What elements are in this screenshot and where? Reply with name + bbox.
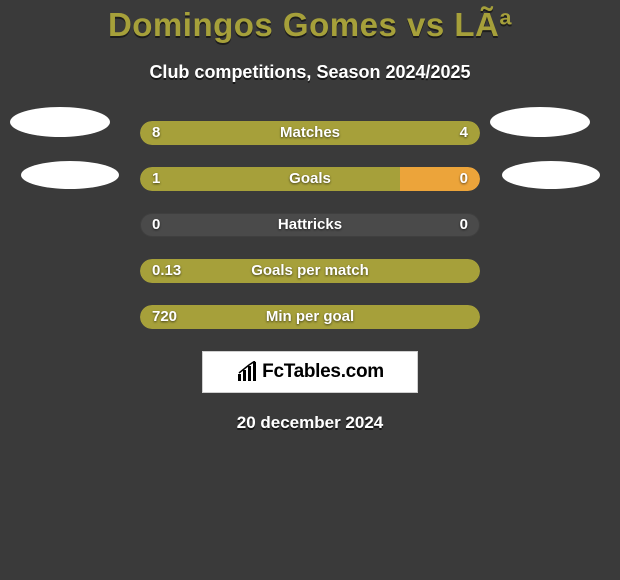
source-logo-text: FcTables.com bbox=[262, 361, 384, 383]
subtitle: Club competitions, Season 2024/2025 bbox=[0, 62, 620, 83]
source-logo[interactable]: FcTables.com bbox=[202, 351, 418, 393]
value-right: 4 bbox=[460, 121, 468, 145]
stat-row: 0.13Goals per match bbox=[140, 259, 480, 283]
player-left-badge bbox=[21, 161, 119, 189]
stat-label: Goals per match bbox=[140, 259, 480, 283]
stat-label: Min per goal bbox=[140, 305, 480, 329]
value-right: 0 bbox=[460, 213, 468, 237]
player-left-badge bbox=[10, 107, 110, 137]
value-right: 0 bbox=[460, 167, 468, 191]
player-right-badge bbox=[490, 107, 590, 137]
h2h-widget: Domingos Gomes vs LÃª Club competitions,… bbox=[0, 0, 620, 433]
stat-label: Goals bbox=[140, 167, 480, 191]
stat-label: Hattricks bbox=[140, 213, 480, 237]
stat-row: 0Hattricks0 bbox=[140, 213, 480, 237]
comparison-chart: 8Matches41Goals00Hattricks00.13Goals per… bbox=[0, 121, 620, 329]
stat-label: Matches bbox=[140, 121, 480, 145]
bar-chart-icon bbox=[236, 361, 258, 383]
stat-row: 8Matches4 bbox=[140, 121, 480, 145]
page-title: Domingos Gomes vs LÃª bbox=[0, 6, 620, 44]
stat-row: 720Min per goal bbox=[140, 305, 480, 329]
stat-row: 1Goals0 bbox=[140, 167, 480, 191]
player-right-badge bbox=[502, 161, 600, 189]
date-label: 20 december 2024 bbox=[0, 413, 620, 433]
